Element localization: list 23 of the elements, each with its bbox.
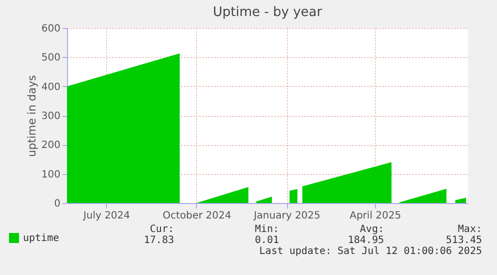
y-tick-label: 500 — [41, 52, 60, 64]
y-tick-label: 300 — [41, 111, 60, 122]
text: Avg: — [360, 224, 384, 235]
text: Cur: — [150, 224, 174, 235]
y-tick-label: 600 — [41, 24, 60, 34]
x-tick-label: October 2024 — [162, 210, 232, 222]
y-tick-label: 0 — [54, 198, 60, 210]
chart-title: Uptime - by year — [212, 5, 323, 20]
text: 513.45 — [446, 235, 482, 246]
text: 184.95 — [348, 235, 384, 246]
x-tick-label: July 2024 — [82, 210, 130, 222]
text: 0.01 — [254, 235, 279, 246]
y-tick-label: 100 — [41, 169, 60, 180]
text: Min: — [254, 224, 279, 235]
y-tick-label: 200 — [41, 140, 60, 152]
text: Last update: Sat Jul 12 01:00:06 2025 — [259, 246, 482, 257]
legend-label: uptime — [23, 233, 60, 244]
y-tick-label: 400 — [41, 82, 60, 93]
text: Max: — [458, 224, 482, 235]
text: 17.83 — [144, 235, 174, 246]
y-axis-title: uptime in days — [25, 74, 38, 157]
x-tick-label: January 2025 — [252, 210, 320, 222]
x-tick-label: April 2025 — [350, 210, 402, 222]
